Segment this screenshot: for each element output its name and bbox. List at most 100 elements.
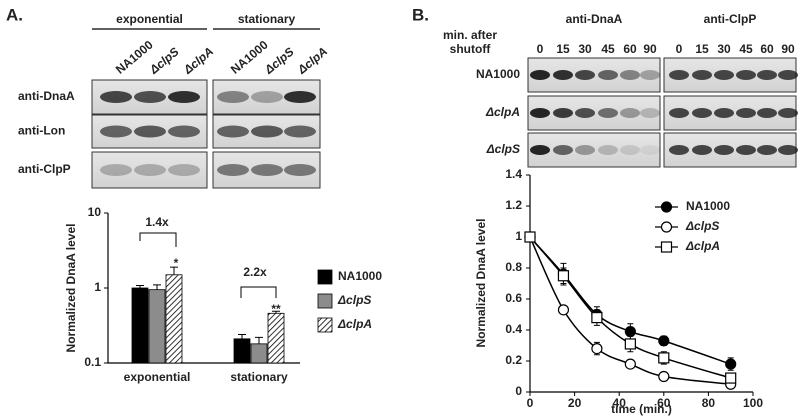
y-tick-label: 1.4 <box>505 167 522 181</box>
time-point: 45 <box>739 42 753 56</box>
blot-row-label: anti-DnaA <box>18 89 75 103</box>
blot-band <box>714 108 734 118</box>
blot-band <box>620 145 640 155</box>
y-tick-label: 0.4 <box>505 322 522 336</box>
time-label: shutoff <box>450 42 492 56</box>
legend-swatch <box>317 293 333 309</box>
legend-label: NA1000 <box>686 199 730 213</box>
blot-band <box>134 91 166 103</box>
blot-band <box>217 125 249 138</box>
blot-band <box>757 70 777 80</box>
panel-label: B. <box>412 5 429 24</box>
blot-band <box>284 125 316 138</box>
blot-band <box>669 145 689 155</box>
blot-band <box>598 145 618 155</box>
y-tick-label: 0 <box>515 384 522 398</box>
lane-label: ΔclpA <box>294 44 330 77</box>
blot-band <box>217 164 249 176</box>
blot-row-label: anti-ClpP <box>18 162 71 176</box>
error-bar <box>136 284 144 288</box>
legend-label: ΔclpA <box>685 239 720 253</box>
marker <box>658 352 670 364</box>
bar <box>131 287 149 364</box>
blot-band <box>100 164 132 176</box>
time-point: 15 <box>695 42 709 56</box>
bar <box>165 274 183 364</box>
marker <box>557 270 570 282</box>
blot-band <box>620 70 640 80</box>
blot-band <box>640 145 660 155</box>
bracket <box>139 232 177 247</box>
legend-label: ΔclpS <box>685 219 719 233</box>
blot-band <box>251 125 283 138</box>
lane-label: NA1000 <box>113 37 156 76</box>
blot-row-label: ΔclpS <box>486 142 520 156</box>
blot-band <box>692 108 712 118</box>
blot-group-label: exponential <box>116 12 183 26</box>
time-point: 45 <box>601 42 615 56</box>
time-point: 60 <box>760 42 774 56</box>
blot-band <box>530 145 550 155</box>
x-tick-label: 0 <box>527 396 534 410</box>
bar <box>267 312 285 364</box>
x-axis-label: time (min.) <box>611 402 672 416</box>
blot-band <box>168 164 200 176</box>
legend-marker <box>660 221 673 233</box>
panel-label: A. <box>6 5 23 24</box>
marker <box>658 335 670 347</box>
blot-band <box>575 145 595 155</box>
blot-band <box>714 145 734 155</box>
bracket <box>240 286 277 298</box>
time-point: 30 <box>717 42 731 56</box>
blot-row-label: NA1000 <box>476 67 520 81</box>
marker <box>725 372 737 384</box>
blot-band <box>669 108 689 118</box>
marker <box>524 231 536 243</box>
blot-band <box>553 108 573 118</box>
legend-marker <box>660 241 673 253</box>
blot-band <box>778 70 798 80</box>
blot-band <box>530 70 550 80</box>
marker <box>624 338 636 350</box>
blot-band <box>168 125 200 138</box>
blot-band <box>620 108 640 118</box>
blot-row-label: ΔclpA <box>485 105 520 119</box>
blot-band <box>284 164 316 176</box>
x-tick-label: 80 <box>702 396 716 410</box>
marker <box>557 304 570 316</box>
marker <box>658 370 670 383</box>
blot-band <box>692 145 712 155</box>
blot-band <box>757 108 777 118</box>
blot-band <box>640 70 660 80</box>
marker <box>591 312 603 324</box>
error-bar <box>272 310 280 314</box>
y-tick-label: 0.2 <box>505 353 522 367</box>
blot-group-label: anti-DnaA <box>566 12 623 26</box>
blot-band <box>757 145 777 155</box>
marker <box>624 325 636 338</box>
x-tick-label: 20 <box>568 396 582 410</box>
legend-label: ΔclpS <box>337 293 371 307</box>
time-point: 15 <box>556 42 570 56</box>
legend-label: NA1000 <box>338 269 382 283</box>
y-tick-label: 0.1 <box>84 355 101 369</box>
marker <box>725 358 737 370</box>
blot-band <box>284 91 316 103</box>
marker <box>591 343 603 355</box>
y-tick-label: 0.6 <box>505 291 522 305</box>
blot-band <box>100 91 132 103</box>
blot-band <box>736 70 756 80</box>
blot-band <box>598 108 618 118</box>
time-point: 30 <box>578 42 592 56</box>
blot-box <box>91 151 208 189</box>
y-tick-label: 10 <box>88 205 102 219</box>
bar <box>148 289 166 364</box>
legend-label: ΔclpA <box>337 317 372 331</box>
marker <box>624 358 636 370</box>
series-line <box>529 236 731 385</box>
blot-band <box>598 70 618 80</box>
blot-row-label: anti-Lon <box>18 124 65 138</box>
x-tick-label: stationary <box>230 370 288 384</box>
annotation: 1.4x <box>145 215 169 229</box>
